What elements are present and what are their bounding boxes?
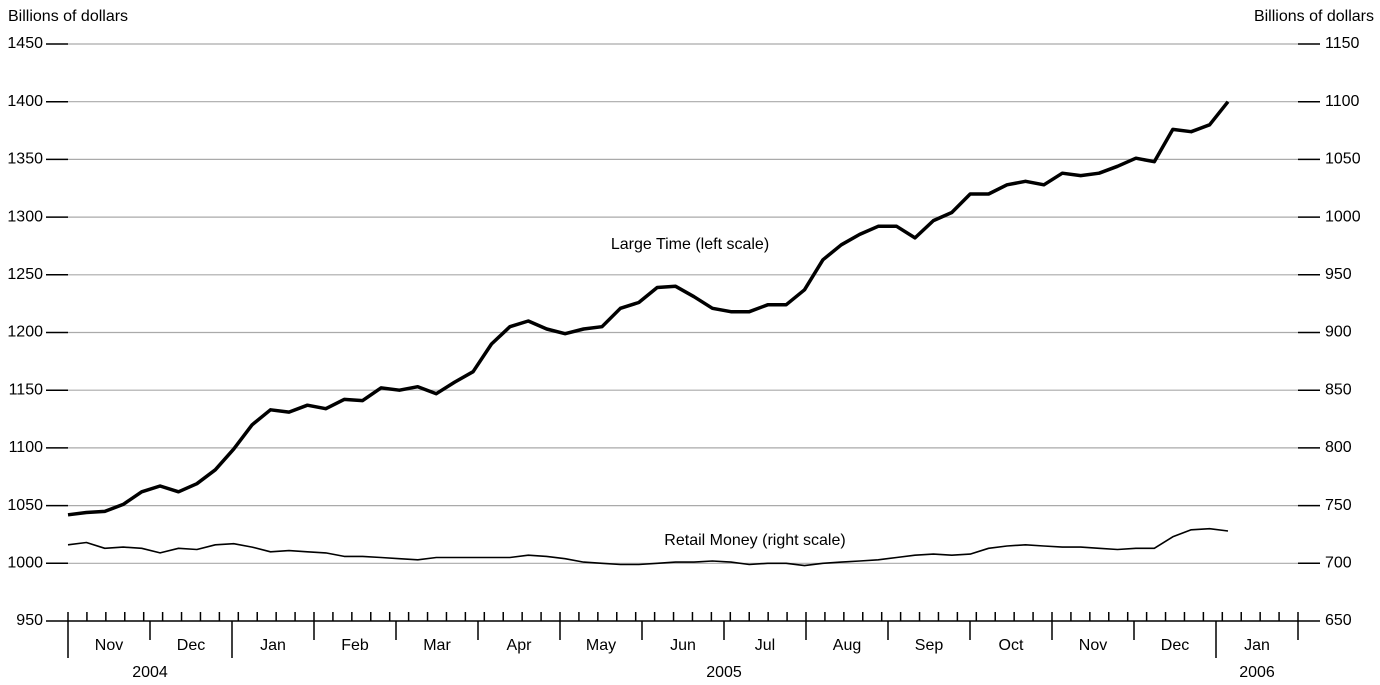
- y2-tick-label: 800: [1325, 439, 1352, 456]
- x-tick-label: Nov: [1079, 637, 1107, 654]
- y2-tick-label: 650: [1325, 612, 1352, 629]
- y-tick-label: 1400: [7, 93, 43, 110]
- y2-tick-label: 750: [1325, 497, 1352, 514]
- y-tick-label: 1200: [7, 324, 43, 341]
- y2-tick-label: 950: [1325, 266, 1352, 283]
- y-tick-label: 1250: [7, 266, 43, 283]
- y-tick-label: 1050: [7, 497, 43, 514]
- series-line: [67, 100, 1230, 517]
- y2-axis-title: Billions of dollars: [1254, 8, 1374, 25]
- x-tick-label: Oct: [999, 637, 1024, 654]
- y2-tick-label: 1100: [1325, 93, 1360, 110]
- x-tick-label: Dec: [1161, 637, 1189, 654]
- x-tick-label: Jun: [670, 637, 696, 654]
- y-tick-label: 1000: [7, 555, 43, 572]
- x-year-label: 2005: [706, 664, 742, 681]
- y-tick-label: 1150: [9, 381, 44, 398]
- x-tick-label: May: [586, 637, 616, 654]
- x-tick-label: Apr: [507, 637, 533, 654]
- x-tick-label: Mar: [423, 637, 451, 654]
- y-tick-label: 1450: [7, 35, 43, 52]
- x-tick-label: Jan: [260, 637, 286, 654]
- y2-tick-label: 1150: [1325, 35, 1360, 52]
- y2-tick-label: 1000: [1325, 208, 1361, 225]
- x-year-label: 2004: [132, 664, 168, 681]
- x-tick-label: Jul: [755, 637, 775, 654]
- x-tick-label: Aug: [833, 637, 861, 654]
- x-tick-label: Jan: [1244, 637, 1270, 654]
- y-tick-label: 1300: [7, 208, 43, 225]
- x-tick-label: Feb: [341, 637, 369, 654]
- x-year-label: 2006: [1239, 664, 1275, 681]
- y-axis-title: Billions of dollars: [8, 8, 128, 25]
- x-tick-label: Dec: [177, 637, 205, 654]
- x-tick-label: Sep: [915, 637, 944, 654]
- y-tick-label: 1350: [7, 151, 43, 168]
- y2-tick-label: 900: [1325, 324, 1352, 341]
- y2-tick-label: 700: [1325, 555, 1352, 572]
- series-label: Retail Money (right scale): [664, 532, 845, 549]
- series-label: Large Time (left scale): [611, 236, 769, 253]
- y2-tick-label: 850: [1325, 381, 1352, 398]
- series-line: [67, 527, 1229, 567]
- y-tick-label: 950: [16, 612, 43, 629]
- y2-tick-label: 1050: [1325, 151, 1361, 168]
- y-tick-label: 1100: [9, 439, 44, 456]
- x-tick-label: Nov: [95, 637, 123, 654]
